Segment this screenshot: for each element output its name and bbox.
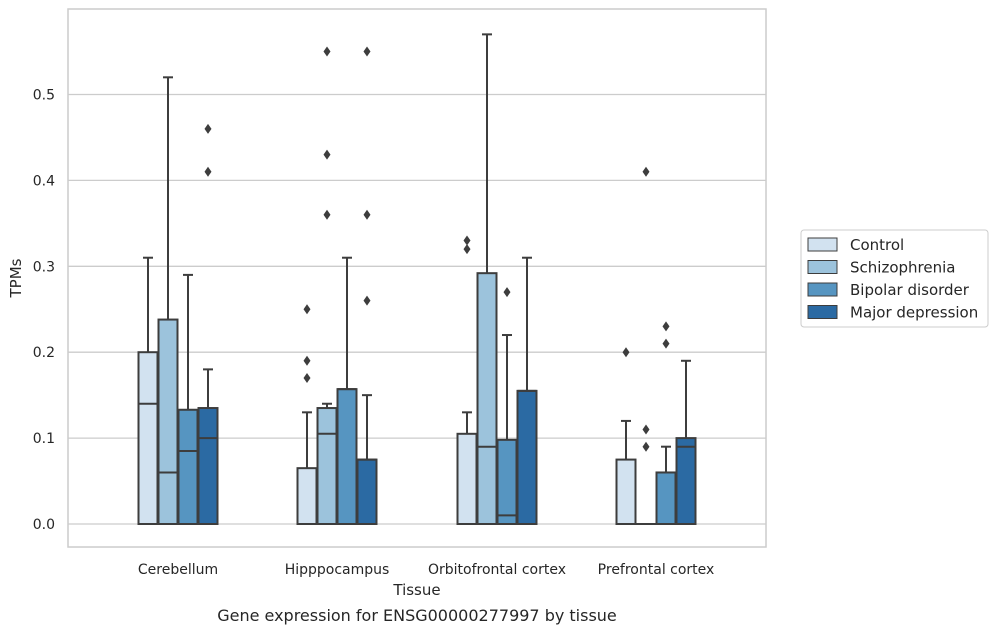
plot-frame	[67, 8, 767, 548]
y-tick-label: 0.0	[33, 517, 55, 533]
outlier-point	[303, 304, 311, 315]
y-axis-label: TPMs	[7, 258, 25, 298]
boxes	[137, 33, 697, 526]
box-body	[456, 432, 478, 525]
y-tick-label: 0.4	[33, 173, 55, 189]
box-body	[336, 388, 358, 525]
box-body	[316, 407, 338, 525]
box-body	[356, 458, 378, 526]
outlier-point	[363, 209, 371, 220]
figure-caption: Gene expression for ENSG00000277997 by t…	[217, 606, 617, 625]
outlier-point	[363, 295, 371, 306]
x-tick-label: Orbitofrontal cortex	[428, 562, 566, 578]
box-control	[615, 347, 637, 526]
box-body	[615, 458, 637, 526]
box-major-depression	[197, 123, 219, 525]
outlier-point	[642, 424, 650, 435]
outlier-point	[662, 321, 670, 332]
box-schizophrenia	[316, 46, 338, 525]
x-tick-label: Prefrontal cortex	[598, 562, 715, 578]
box-bipolar-disorder	[336, 256, 358, 525]
legend-swatch	[807, 305, 838, 319]
box-major-depression	[356, 46, 378, 526]
x-tick-label: Cerebellum	[138, 562, 218, 578]
outlier-point	[503, 287, 511, 298]
outlier-point	[323, 209, 331, 220]
outlier-point	[204, 123, 212, 134]
box-body	[496, 438, 518, 525]
y-tick-label: 0.2	[33, 345, 55, 361]
legend-label: Control	[850, 236, 904, 254]
box-body	[177, 408, 199, 525]
box-body	[157, 318, 179, 526]
box-schizophrenia	[636, 166, 656, 525]
box-body	[137, 351, 159, 526]
legend-frame	[800, 229, 989, 328]
outlier-point	[303, 372, 311, 383]
outlier-point	[662, 338, 670, 349]
x-tick-labels: Cerebellum Hipppocampus Orbitofrontal cort…	[138, 562, 714, 578]
outlier-point	[303, 355, 311, 366]
outlier-point	[204, 166, 212, 177]
legend: Control Schizophrenia Bipolar disorder Majo…	[800, 229, 989, 328]
box-major-depression	[516, 256, 538, 526]
outlier-point	[323, 149, 331, 160]
legend-label: Schizophrenia	[850, 259, 955, 277]
box-major-depression	[675, 359, 697, 526]
legend-swatch	[807, 237, 838, 252]
box-bipolar-disorder	[496, 287, 518, 525]
outlier-point	[463, 235, 471, 246]
box-control	[456, 235, 478, 525]
y-tick-label: 0.1	[33, 431, 55, 447]
box-body	[476, 272, 498, 525]
x-tick-label: Hipppocampus	[285, 562, 390, 578]
legend-label: Bipolar disorder	[850, 281, 970, 299]
box-body	[516, 389, 538, 526]
box-control	[296, 304, 318, 526]
outlier-point	[642, 441, 650, 452]
outlier-point	[323, 46, 331, 57]
y-tick-labels: 0.0 0.1 0.2 0.3 0.4 0.5	[33, 88, 55, 534]
legend-label: Major depression	[850, 304, 978, 322]
outlier-point	[363, 46, 371, 57]
outlier-point	[642, 166, 650, 177]
x-axis-label: Tissue	[392, 581, 440, 599]
box-control	[137, 256, 159, 526]
legend-swatch	[807, 260, 838, 274]
outlier-point	[622, 347, 630, 358]
y-tick-label: 0.5	[33, 88, 55, 104]
box-body	[675, 437, 697, 526]
box-body	[197, 407, 219, 525]
box-body	[655, 471, 677, 525]
box-body	[296, 467, 318, 526]
box-schizophrenia	[157, 76, 179, 526]
box-bipolar-disorder	[177, 273, 199, 525]
box-schizophrenia	[476, 33, 498, 525]
legend-swatch	[807, 282, 838, 297]
y-tick-label: 0.3	[33, 259, 55, 275]
outlier-point	[463, 244, 471, 255]
